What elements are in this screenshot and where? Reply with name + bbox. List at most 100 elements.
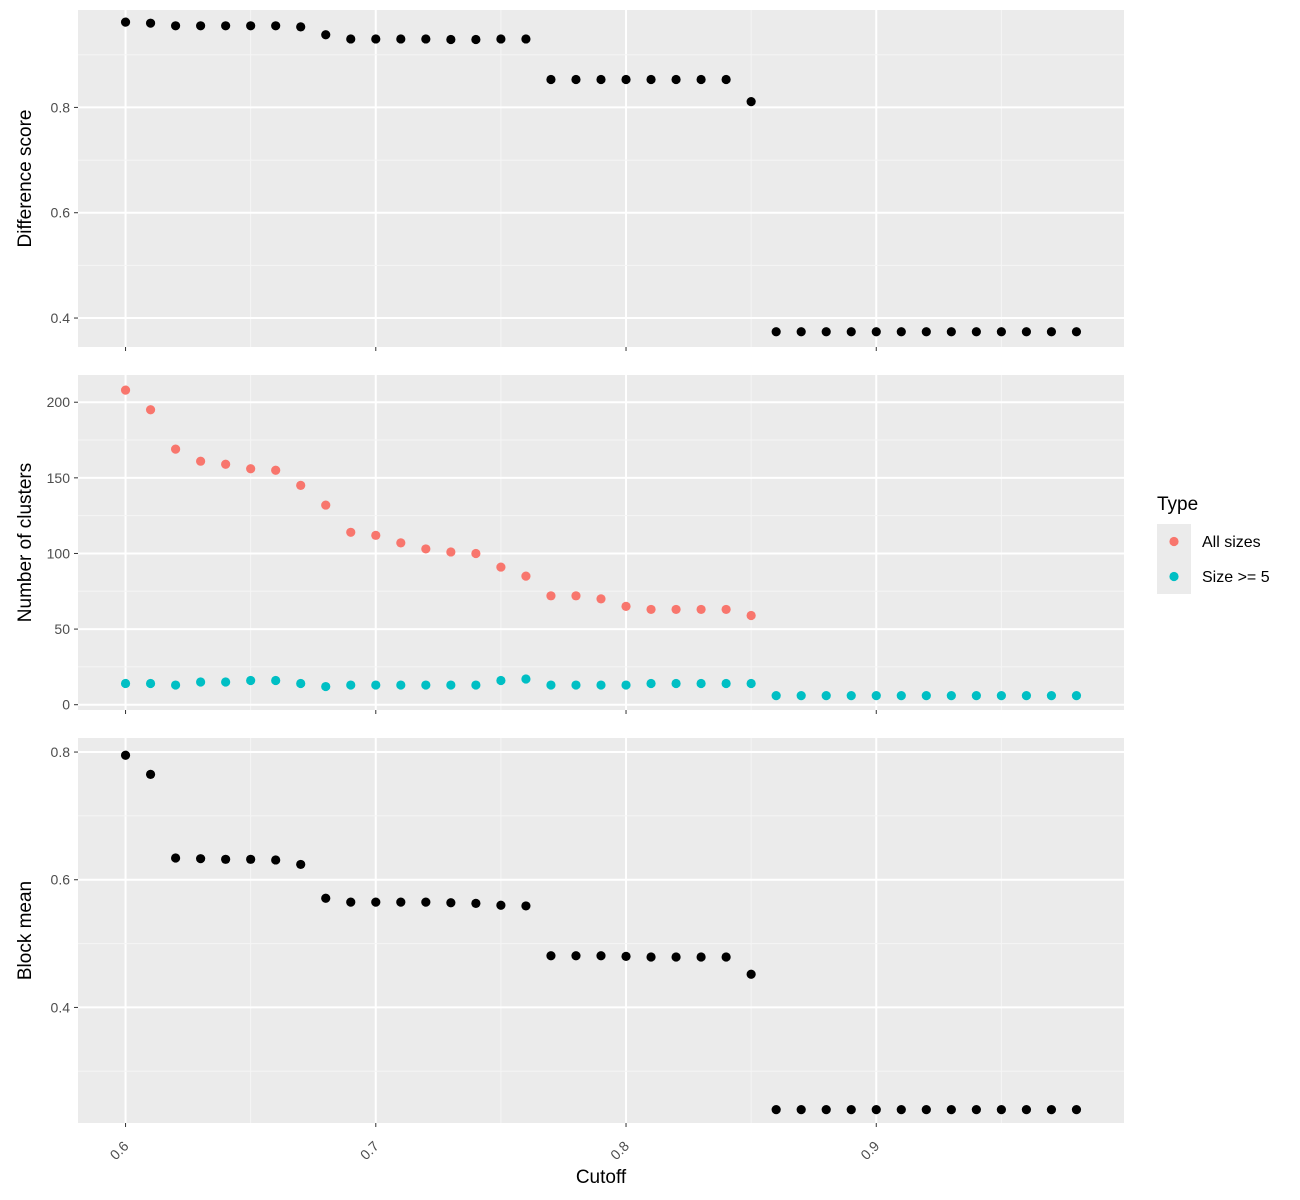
data-point	[746, 969, 756, 979]
y-axis-title: Block mean	[15, 881, 36, 980]
data-point	[546, 591, 556, 601]
data-point	[346, 897, 356, 907]
data-point	[120, 678, 131, 689]
data-point	[446, 547, 456, 557]
data-point	[896, 691, 906, 701]
data-point	[246, 464, 256, 474]
legend: Type All sizes Size >= 5	[1157, 494, 1270, 594]
data-point	[296, 480, 306, 491]
data-point	[1046, 691, 1057, 701]
data-point	[646, 678, 656, 689]
data-point	[1046, 1104, 1057, 1115]
data-point	[646, 952, 656, 962]
y-tick-label: 150	[47, 470, 71, 486]
data-point	[671, 678, 681, 689]
data-point	[1021, 1104, 1032, 1115]
data-point	[471, 34, 481, 45]
y-tick-label: 50	[54, 621, 70, 637]
data-point	[170, 444, 181, 454]
data-point	[396, 680, 406, 690]
data-point	[596, 74, 606, 85]
y-tick-label: 0.8	[51, 99, 71, 115]
x-axis-title: Cutoff	[576, 1167, 627, 1188]
data-point	[221, 854, 231, 864]
data-point	[496, 34, 506, 44]
data-point	[521, 571, 531, 581]
panel-background	[78, 375, 1124, 710]
data-point	[471, 548, 481, 559]
data-point	[371, 680, 381, 690]
data-point	[346, 34, 356, 44]
data-point	[246, 854, 256, 864]
data-point	[371, 897, 381, 907]
data-point	[120, 17, 131, 27]
data-point	[821, 327, 831, 337]
data-point	[596, 951, 606, 961]
data-point	[696, 952, 706, 962]
data-point	[446, 34, 456, 45]
y-tick-label: 200	[47, 394, 71, 410]
data-point	[1071, 327, 1082, 337]
data-point	[546, 680, 556, 690]
data-point	[271, 21, 281, 31]
data-point	[221, 459, 231, 469]
legend-label: All sizes	[1202, 534, 1261, 551]
x-tick-label: 0.6	[107, 1138, 132, 1163]
data-point	[521, 674, 531, 684]
data-point	[971, 1104, 981, 1115]
data-point	[871, 327, 881, 337]
data-point	[271, 675, 281, 686]
data-point	[271, 465, 281, 475]
data-point	[696, 74, 706, 85]
series-1	[120, 17, 1082, 337]
x-tick-label: 0.8	[607, 1138, 632, 1163]
data-point	[571, 680, 581, 690]
data-point	[421, 680, 431, 690]
y-tick-label: 0.4	[51, 310, 71, 326]
data-point	[371, 530, 381, 540]
data-point	[771, 327, 781, 337]
data-point	[621, 680, 631, 690]
legend-key-point	[1169, 536, 1179, 547]
y-tick-label: 0.6	[51, 872, 71, 888]
data-point	[946, 1104, 956, 1115]
data-point	[671, 74, 681, 85]
data-point	[821, 1104, 831, 1115]
y-axis-title: Difference score	[15, 110, 36, 248]
y-tick-label: 100	[47, 545, 71, 561]
data-point	[246, 675, 256, 686]
data-point	[296, 678, 306, 689]
series-1	[120, 385, 756, 621]
data-point	[871, 1104, 881, 1115]
data-point	[896, 327, 906, 337]
data-point	[296, 22, 306, 32]
data-point	[821, 691, 831, 701]
data-point	[196, 677, 206, 687]
data-point	[746, 610, 756, 621]
data-point	[746, 678, 756, 689]
data-point	[446, 680, 456, 690]
legend-label: Size >= 5	[1202, 569, 1270, 586]
data-point	[621, 74, 631, 85]
data-point	[120, 750, 131, 760]
legend-title: Type	[1157, 494, 1198, 515]
panel-background	[78, 738, 1124, 1123]
data-point	[221, 21, 231, 31]
data-point	[246, 21, 256, 31]
data-point	[321, 500, 331, 510]
data-point	[546, 951, 556, 961]
data-point	[946, 691, 956, 701]
data-point	[921, 691, 931, 701]
data-point	[120, 385, 131, 395]
data-point	[170, 21, 181, 31]
data-point	[1071, 691, 1082, 701]
data-point	[170, 680, 181, 690]
data-point	[646, 74, 656, 85]
data-point	[596, 680, 606, 690]
data-point	[471, 898, 481, 908]
data-point	[496, 675, 506, 686]
data-point	[1071, 1104, 1082, 1115]
series-2	[120, 674, 1082, 701]
data-point	[521, 901, 531, 911]
data-point	[971, 691, 981, 701]
